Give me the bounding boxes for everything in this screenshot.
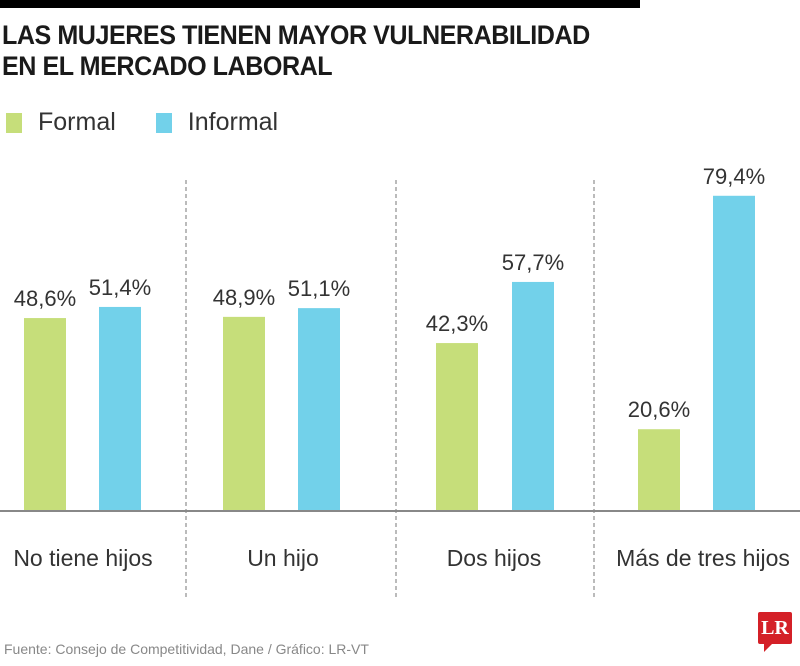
data-label: 57,7% (502, 250, 564, 275)
bar-informal (99, 306, 141, 511)
bar-informal (713, 195, 755, 512)
legend-swatch-formal (6, 112, 22, 133)
legend-swatch-informal (155, 112, 172, 133)
data-label: 48,6% (14, 286, 76, 311)
category-label: No tiene hijos (13, 545, 152, 571)
category-label: Un hijo (247, 545, 319, 571)
data-label: 20,6% (628, 397, 690, 422)
data-label: 48,9% (213, 285, 275, 310)
bar-informal (512, 281, 554, 511)
legend: Formal Informal (6, 108, 318, 137)
bar-formal (24, 318, 66, 511)
bar-informal (298, 308, 340, 511)
plot-area: 48,6% 48,9% 42,3% 20,6% 51,4% 51,1% 57,7% 79,4%… (0, 164, 800, 600)
data-label: 51,4% (89, 275, 151, 300)
source-note: Fuente: Consejo de Competitividad, Dane … (4, 641, 369, 657)
bar-formal (223, 316, 265, 511)
legend-label-informal: Informal (187, 108, 279, 136)
top-rule (0, 0, 640, 8)
legend-label-formal: Formal (38, 108, 116, 136)
bar-formal (436, 343, 478, 511)
title-line-2: EN EL MERCADO LABORAL (2, 51, 333, 81)
data-label: 42,3% (426, 311, 488, 336)
legend-item-formal: Formal (6, 108, 116, 137)
category-label: Más de tres hijos (616, 545, 790, 571)
legend-item-informal: Informal (155, 108, 279, 137)
data-label: 51,1% (288, 276, 350, 301)
title-line-1: LAS MUJERES TIENEN MAYOR VULNERABILIDAD (2, 20, 590, 50)
category-label: Dos hijos (447, 545, 542, 571)
lr-logo: LR (758, 612, 792, 652)
data-label: 79,4% (703, 164, 765, 189)
bar-formal (638, 429, 680, 511)
chart-title: LAS MUJERES TIENEN MAYOR VULNERABILIDAD … (2, 20, 590, 82)
